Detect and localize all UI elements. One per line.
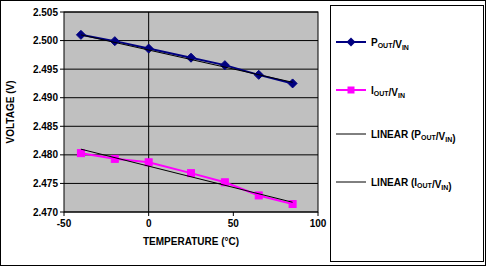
- tick-label: 2.500: [33, 35, 58, 46]
- grid-line: [64, 97, 318, 98]
- x-axis-label: TEMPERATURE (°C): [143, 236, 239, 247]
- tick-mark: [60, 97, 64, 98]
- plot-marks: [76, 30, 297, 207]
- marker: [111, 155, 118, 162]
- marker: [145, 159, 152, 166]
- trend-line: [81, 149, 293, 202]
- legend-label: LINEAR (POUT/VIN): [371, 129, 456, 144]
- tick-label: 2.475: [33, 178, 58, 189]
- tick-label: 2.470: [33, 207, 58, 218]
- tick-mark: [60, 12, 64, 13]
- grid-line: [64, 126, 318, 127]
- tick-mark: [64, 212, 65, 216]
- series-line: [81, 153, 293, 204]
- tick-label: 2.495: [33, 64, 58, 75]
- marker: [188, 170, 195, 177]
- y-axis-label: VOLTAGE (V): [5, 81, 16, 144]
- zero-line: [148, 12, 149, 212]
- legend-label: IOUT/VIN: [371, 85, 405, 99]
- tick-mark: [60, 40, 64, 41]
- chart: 2.470 2.475 2.480 2.485 2.490 2.495 2.500 2.505…: [0, 0, 486, 266]
- tick-mark: [60, 126, 64, 127]
- grid-line: [64, 40, 318, 41]
- tick-mark: [60, 183, 64, 184]
- legend-marker: [348, 87, 355, 94]
- tick-label: 50: [228, 218, 240, 229]
- grid-line: [64, 183, 318, 184]
- tick-mark: [60, 154, 64, 155]
- marker: [187, 53, 196, 62]
- tick-mark: [233, 212, 234, 216]
- plot-area: [64, 12, 318, 212]
- tick-label: 0: [146, 218, 152, 229]
- grid-line: [64, 69, 318, 70]
- tick-label: 2.505: [33, 7, 58, 18]
- legend-box: [331, 6, 484, 262]
- legend-label: LINEAR (IOUT/VIN): [371, 177, 452, 192]
- tick-mark: [318, 212, 319, 216]
- legend-marker: [347, 38, 356, 47]
- tick-label: -50: [57, 218, 72, 229]
- marker: [288, 79, 297, 88]
- tick-label: 100: [310, 218, 327, 229]
- marker: [110, 37, 119, 46]
- chart-frame: [1, 1, 486, 266]
- tick-mark: [60, 212, 64, 213]
- plot-frame: [64, 12, 318, 212]
- tick-label: 2.480: [33, 149, 58, 160]
- trend-line: [81, 35, 293, 82]
- legend-label: POUT/VIN: [371, 37, 409, 51]
- marker: [144, 44, 153, 53]
- tick-mark: [60, 69, 64, 70]
- legend-line: [336, 134, 366, 135]
- tick-label: 2.490: [33, 92, 58, 103]
- tick-mark: [148, 212, 149, 216]
- series-line: [81, 35, 293, 84]
- marker: [77, 150, 84, 157]
- legend-line: [336, 182, 366, 183]
- tick-label: 2.485: [33, 121, 58, 132]
